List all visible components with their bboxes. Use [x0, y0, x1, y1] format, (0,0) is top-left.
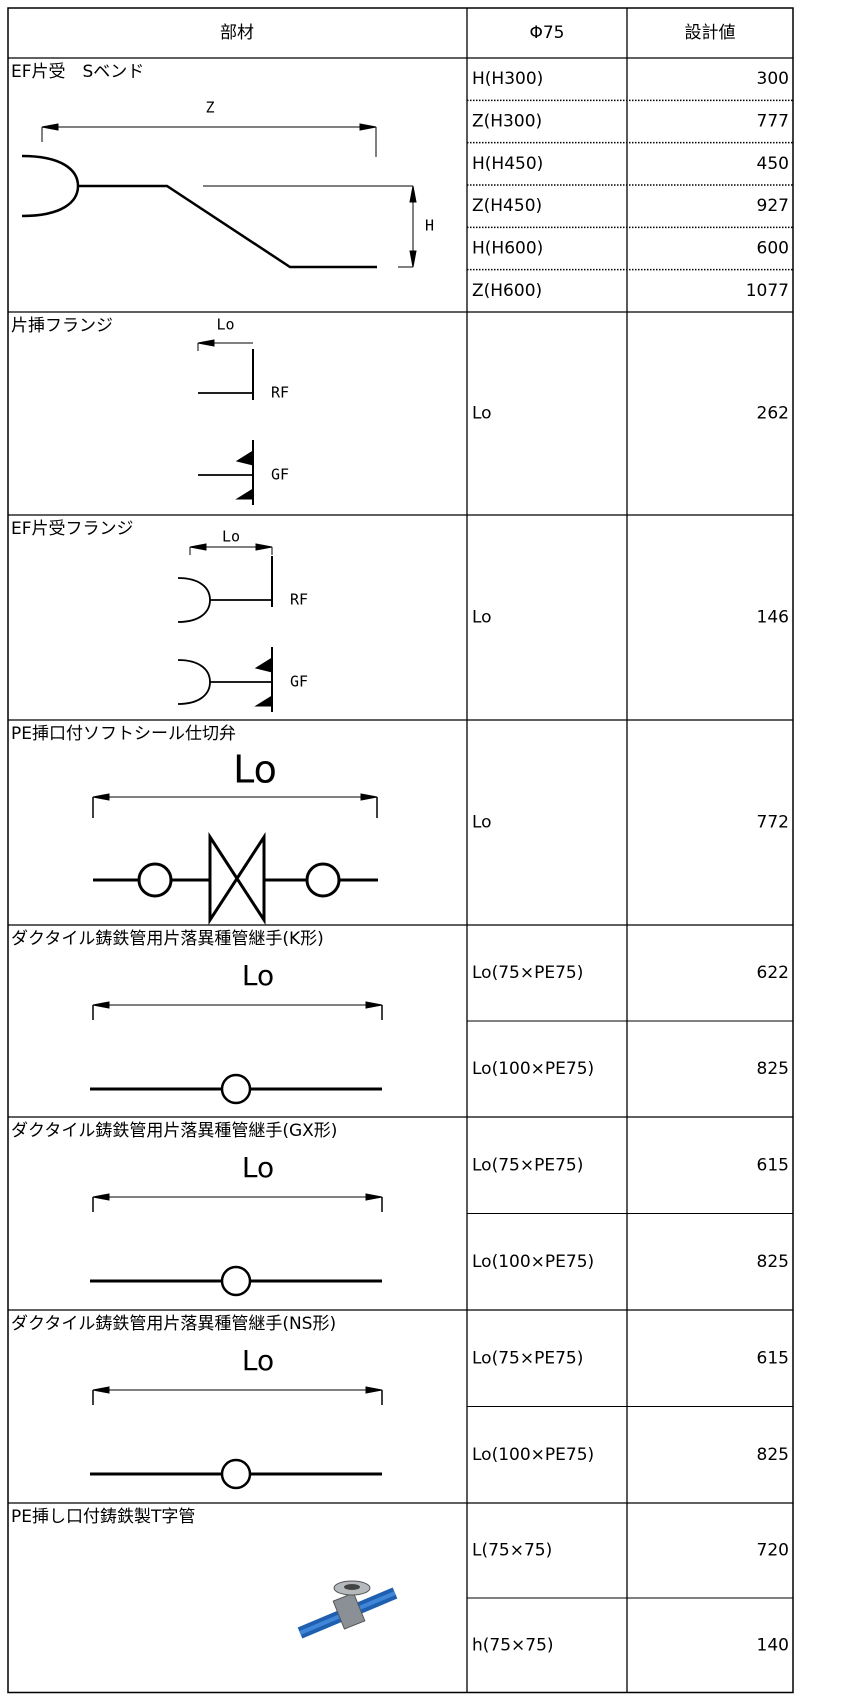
dim-label: Lo: [216, 316, 234, 334]
shape: [409, 250, 417, 268]
row-value: 600: [757, 239, 789, 259]
shape: [197, 339, 215, 347]
shape: [92, 1193, 110, 1201]
joint-circle: [220, 1073, 252, 1105]
section-name: 片挿フランジ: [11, 316, 113, 336]
row-value: 262: [757, 404, 789, 424]
row-value: 450: [757, 154, 789, 174]
row-label: Lo(100×PE75): [472, 1059, 594, 1079]
dim-label: Z: [205, 99, 214, 117]
shape: [78, 184, 377, 269]
row-label: h(75×75): [472, 1636, 554, 1656]
shape: [21, 154, 80, 218]
row-value: 615: [757, 1348, 789, 1368]
shape: [92, 1386, 110, 1394]
row-value: 146: [757, 608, 789, 628]
section-name: PE挿し口付鋳鉄製T字管: [11, 1507, 195, 1527]
shape: [208, 831, 266, 926]
section-name: ダクタイル鋳鉄管用片落異種管継手(GX形): [11, 1121, 337, 1141]
row-value: 300: [757, 69, 789, 89]
dim-label: H: [425, 217, 434, 235]
shape: [360, 793, 378, 801]
row-value: 615: [757, 1155, 789, 1175]
row-value: 772: [757, 813, 789, 833]
dim-label: Lo: [242, 959, 274, 992]
flange-label: GF: [290, 673, 308, 691]
section-name: EF片受フランジ: [11, 519, 134, 539]
row-label: Lo(75×PE75): [472, 963, 583, 983]
row-label: Lo(75×PE75): [472, 1155, 583, 1175]
dim-label: Lo: [242, 1344, 274, 1377]
shape: [92, 793, 110, 801]
dim-label: Lo: [242, 1151, 274, 1184]
joint-circle: [220, 1265, 252, 1297]
header-cell: 設計値: [685, 23, 736, 43]
section-name: ダクタイル鋳鉄管用片落異種管継手(K形): [11, 929, 324, 949]
shape: [409, 185, 417, 203]
row-value: 825: [757, 1445, 789, 1465]
valve-circle: [305, 862, 341, 898]
row-label: H(H450): [472, 154, 543, 174]
row-value: 622: [757, 963, 789, 983]
row-value: 777: [757, 112, 789, 132]
shape: [41, 123, 59, 131]
header-cell: 部材: [220, 23, 254, 43]
row-label: Lo: [472, 813, 492, 833]
row-label: Lo(75×PE75): [472, 1348, 583, 1368]
shape: [365, 1001, 383, 1009]
row-value: 140: [757, 1636, 789, 1656]
shape: [235, 450, 254, 466]
valve-circle: [137, 862, 173, 898]
row-label: Z(H300): [472, 112, 542, 132]
section-name: EF片受 Sベンド: [11, 62, 144, 82]
section-name: ダクタイル鋳鉄管用片落異種管継手(NS形): [11, 1314, 336, 1334]
shape: [255, 543, 273, 551]
row-label: Z(H450): [472, 196, 542, 216]
fitting-body: [332, 1592, 366, 1630]
row-label: Lo: [472, 404, 492, 424]
shape: [177, 659, 211, 705]
dim-label: Lo: [233, 748, 277, 792]
shape: [92, 1001, 110, 1009]
dim-label: Lo: [222, 528, 240, 546]
row-label: H(H600): [472, 239, 543, 259]
flange-label: RF: [271, 384, 289, 402]
row-label: Lo(100×PE75): [472, 1252, 594, 1272]
row-value: 825: [757, 1059, 789, 1079]
row-label: H(H300): [472, 69, 543, 89]
row-label: Lo(100×PE75): [472, 1445, 594, 1465]
joint-circle: [220, 1458, 252, 1490]
section-name: PE挿口付ソフトシール仕切弁: [11, 724, 236, 744]
header-cell: Φ75: [529, 23, 564, 43]
flange-label: GF: [271, 466, 289, 484]
row-label: L(75×75): [472, 1541, 552, 1561]
shape: [254, 695, 273, 707]
shape: [189, 543, 207, 551]
row-value: 825: [757, 1252, 789, 1272]
shape: [177, 577, 211, 623]
shape: [365, 1386, 383, 1394]
shape: [359, 123, 377, 131]
shape: [235, 488, 254, 500]
table-border: [7, 7, 794, 1694]
row-label: Z(H600): [472, 281, 542, 301]
shape: [254, 657, 273, 673]
row-value: 927: [757, 196, 789, 216]
row-value: 720: [757, 1541, 789, 1561]
shape: [365, 1193, 383, 1201]
fitting-flange: [344, 1584, 360, 1590]
flange-label: RF: [290, 591, 308, 609]
row-value: 1077: [746, 281, 789, 301]
row-label: Lo: [472, 608, 492, 628]
